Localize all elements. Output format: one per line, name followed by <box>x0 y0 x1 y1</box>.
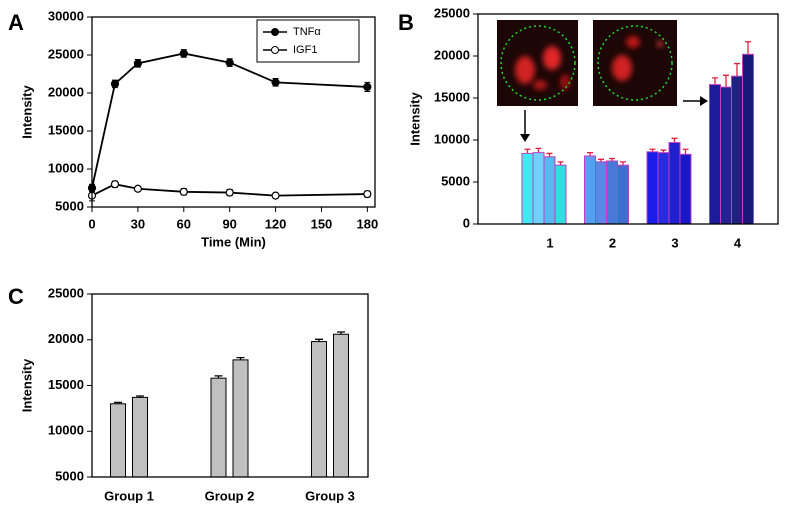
panel-label: B <box>398 10 414 35</box>
panel-label: C <box>8 284 24 309</box>
bar <box>617 164 629 225</box>
y-tick-label: 10000 <box>48 160 84 175</box>
plot-frame <box>91 16 376 208</box>
bar <box>311 341 327 478</box>
x-tick-label: 90 <box>222 216 236 231</box>
error-bar <box>734 62 740 77</box>
marker <box>271 191 280 200</box>
x-tick-label: Group 2 <box>205 488 255 503</box>
y-tick-label: 15000 <box>48 377 84 392</box>
y-axis-label: Intensity <box>19 85 34 139</box>
error-bar <box>587 151 593 156</box>
y-tick-label: 5000 <box>441 173 470 188</box>
legend-marker <box>271 46 279 54</box>
marker <box>179 49 188 58</box>
y-tick-label: 30000 <box>48 8 84 23</box>
bar <box>532 152 545 225</box>
bar <box>595 161 607 225</box>
x-tick-label: 1 <box>546 235 553 250</box>
x-tick-label: 180 <box>356 216 378 231</box>
x-tick-label: 4 <box>734 235 742 250</box>
plot-frame <box>477 13 779 225</box>
bar <box>333 333 349 478</box>
y-tick-label: 25000 <box>48 285 84 300</box>
bar <box>606 160 618 225</box>
y-tick-label: 15000 <box>48 122 84 137</box>
marker <box>271 78 280 87</box>
error-bar <box>546 152 553 157</box>
error-bar <box>557 161 564 166</box>
x-tick-label: Group 3 <box>305 488 355 503</box>
x-axis-label: Time (Min) <box>201 234 266 249</box>
y-tick-label: 5000 <box>55 198 84 213</box>
y-tick-label: 10000 <box>48 423 84 438</box>
bar <box>657 152 670 225</box>
bar <box>731 75 743 225</box>
bar <box>554 164 567 225</box>
marker <box>133 184 142 193</box>
arrow-right <box>683 96 708 106</box>
legend-box <box>256 19 360 63</box>
marker <box>363 82 372 92</box>
micrograph-1 <box>497 20 578 106</box>
bar <box>679 153 692 225</box>
error-bar <box>524 148 531 154</box>
error-bar <box>620 161 626 166</box>
y-tick-label: 0 <box>463 215 470 230</box>
x-tick-label: 60 <box>177 216 191 231</box>
x-tick-label: 30 <box>131 216 145 231</box>
y-tick-label: 20000 <box>48 331 84 346</box>
x-tick-label: 2 <box>609 235 616 250</box>
bar <box>584 155 596 225</box>
error-bar <box>745 41 751 55</box>
legend-label: IGF1 <box>293 44 317 56</box>
marker <box>179 187 188 196</box>
marker <box>110 79 120 88</box>
error-bar <box>712 77 718 85</box>
y-tick-label: 20000 <box>434 47 470 62</box>
bar <box>110 403 126 478</box>
bar <box>646 151 659 225</box>
bar <box>720 86 732 225</box>
y-tick-label: 10000 <box>434 131 470 146</box>
marker <box>225 188 234 197</box>
marker <box>363 189 372 199</box>
marker <box>110 180 120 189</box>
marker <box>133 59 142 68</box>
y-tick-label: 25000 <box>48 46 84 61</box>
x-tick-label: 120 <box>265 216 287 231</box>
bar <box>543 156 556 225</box>
marker <box>225 58 234 67</box>
plot-frame <box>91 293 369 478</box>
bar <box>668 142 681 225</box>
y-tick-label: 25000 <box>434 5 470 20</box>
bar <box>521 152 534 225</box>
y-axis-label: Intensity <box>407 92 422 146</box>
bar <box>709 84 721 225</box>
micrograph-2 <box>593 20 677 106</box>
legend-marker <box>271 28 279 36</box>
error-bar <box>535 147 542 153</box>
bar <box>210 377 227 478</box>
legend-label: TNFα <box>293 26 321 38</box>
x-tick-label: 150 <box>311 216 333 231</box>
bar <box>132 396 148 478</box>
series-line <box>91 52 368 189</box>
y-tick-label: 20000 <box>48 84 84 99</box>
bar <box>232 359 249 478</box>
x-tick-label: 0 <box>88 216 95 231</box>
y-tick-label: 5000 <box>55 468 84 483</box>
error-bar <box>723 74 729 88</box>
y-tick-label: 15000 <box>434 89 470 104</box>
y-axis-label: Intensity <box>19 358 34 412</box>
panel-label: A <box>8 10 24 35</box>
error-bar <box>671 137 678 143</box>
x-tick-label: 3 <box>671 235 678 250</box>
arrow-down <box>520 110 530 142</box>
x-tick-label: Group 1 <box>104 488 154 503</box>
error-bar <box>682 148 689 155</box>
bar <box>742 53 754 225</box>
